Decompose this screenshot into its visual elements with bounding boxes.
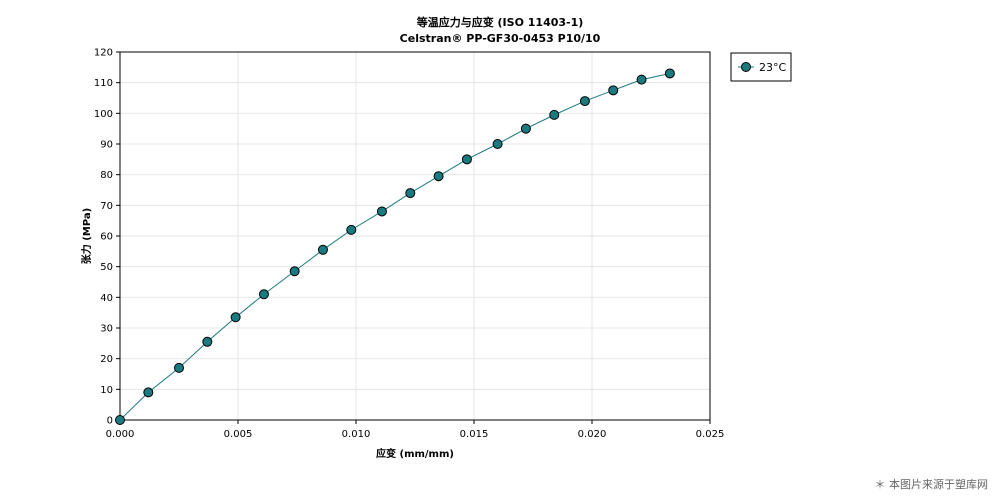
data-point [492,139,503,149]
data-point [317,244,328,255]
y-tick-label: 40 [100,293,113,304]
legend-label: 23°C [759,61,786,74]
legend: 23°C [730,52,792,82]
x-tick-label: 0.015 [460,429,489,440]
data-point [520,123,531,134]
series-line [119,72,670,421]
data-point [346,224,357,235]
axis-ticks: 0.000 0.005 0.010 0.015 0.020 0.025 0 10 20 30 40 5… [94,48,724,441]
y-tick-label: 100 [94,109,113,120]
x-tick-label: 0.005 [224,429,253,440]
data-point [115,415,125,425]
data-point [608,85,619,96]
data-point [461,154,472,165]
data-point [549,109,560,120]
chart-subtitle: Celstran® PP-GF30-0453 P10/10 [400,32,601,45]
data-point [405,188,416,199]
grid [119,51,711,421]
x-tick-label: 0.010 [342,429,371,440]
data-point [289,266,300,277]
x-tick-label: 0.025 [696,429,725,440]
y-tick-label: 60 [100,232,113,243]
y-tick-label: 120 [94,48,113,59]
y-tick-label: 90 [100,140,113,151]
y-tick-label: 20 [100,354,113,365]
data-point [664,68,675,79]
data-point [174,362,184,373]
y-tick-label: 110 [94,78,113,89]
data-point [143,387,154,398]
x-axis-label: 应变 (mm/mm) [376,447,454,460]
x-tick-label: 0.020 [578,429,607,440]
watermark: ＊ 本图片来源于塑库网 [874,478,989,491]
data-point [376,206,387,217]
y-tick-label: 70 [100,201,113,212]
y-tick-label: 10 [100,385,113,396]
y-tick-label: 80 [100,170,113,181]
data-point [202,336,213,347]
y-tick-label: 30 [100,324,113,335]
chart-title: 等温应力与应变 (ISO 11403-1) [416,15,584,29]
data-point [230,312,241,323]
data-point [258,289,269,300]
series-layer [115,68,675,425]
x-tick-label: 0.000 [106,429,135,440]
y-tick-label: 50 [100,262,113,273]
data-point [579,96,590,107]
data-point [636,74,647,85]
legend-marker [741,62,751,72]
y-axis-label: 张力 (MPa) [80,208,93,264]
data-point [433,171,444,182]
y-tick-label: 0 [107,416,113,427]
